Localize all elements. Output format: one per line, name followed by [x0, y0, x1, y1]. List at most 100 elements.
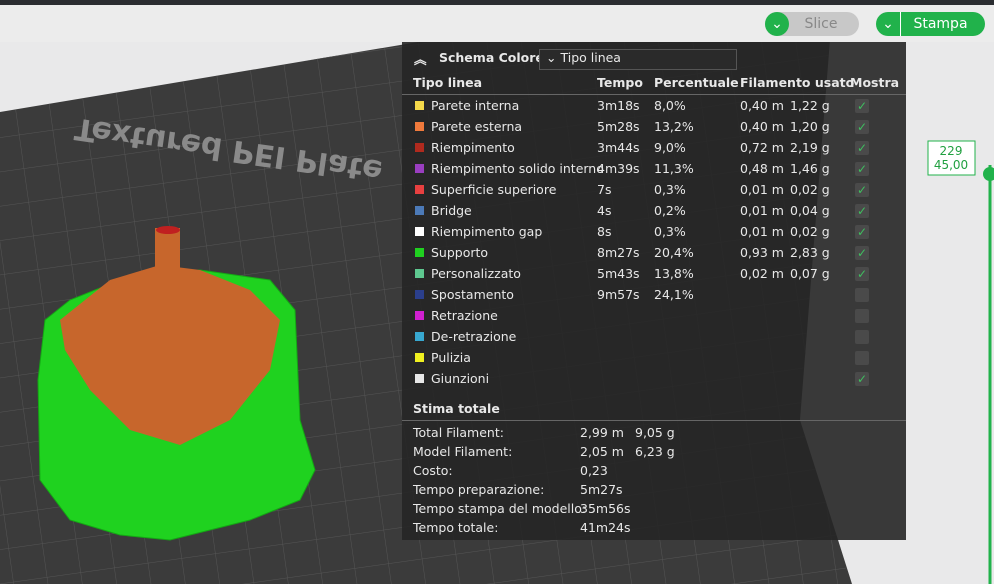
- show-checkbox[interactable]: [855, 330, 869, 344]
- filament-weight: 0,04 g: [790, 203, 830, 218]
- filament-weight: 0,02 g: [790, 224, 830, 239]
- color-swatch: [415, 101, 424, 110]
- line-type-name: Pulizia: [431, 350, 471, 365]
- filament-length: 0,93 m: [740, 245, 784, 260]
- color-swatch: [415, 290, 424, 299]
- filament-length: 0,01 m: [740, 203, 784, 218]
- model-tower: [155, 228, 180, 288]
- filament-length: 0,48 m: [740, 161, 784, 176]
- show-checkbox[interactable]: ✓: [855, 99, 869, 113]
- filament-weight: 1,46 g: [790, 161, 830, 176]
- show-checkbox[interactable]: ✓: [855, 162, 869, 176]
- summary-value: 35m56s: [580, 501, 631, 516]
- percent: 0,3%: [654, 182, 686, 197]
- panel-title: Schema Colore: [439, 50, 544, 65]
- time: 3m44s: [597, 140, 640, 155]
- summary-label: Costo:: [413, 463, 453, 478]
- print-label: Stampa: [913, 16, 968, 32]
- percent: 20,4%: [654, 245, 694, 260]
- slice-label: Slice: [804, 16, 838, 32]
- summary-label: Tempo totale:: [413, 520, 499, 535]
- percent: 9,0%: [654, 140, 686, 155]
- color-swatch: [415, 164, 424, 173]
- filament-weight: 0,07 g: [790, 266, 830, 281]
- summary-value: 2,99 m: [580, 425, 624, 440]
- line-type-name: Parete esterna: [431, 119, 523, 134]
- show-checkbox[interactable]: ✓: [855, 267, 869, 281]
- percent: 0,3%: [654, 224, 686, 239]
- summary-label: Model Filament:: [413, 444, 513, 459]
- column-header: Tipo linea: [413, 75, 483, 90]
- line-type-name: Superficie superiore: [431, 182, 557, 197]
- show-checkbox[interactable]: [855, 288, 869, 302]
- color-swatch: [415, 248, 424, 257]
- line-type-name: Retrazione: [431, 308, 498, 323]
- summary-value: 41m24s: [580, 520, 631, 535]
- summary-value: 2,05 m: [580, 444, 624, 459]
- show-checkbox[interactable]: ✓: [855, 225, 869, 239]
- color-swatch: [415, 143, 424, 152]
- show-checkbox[interactable]: ✓: [855, 372, 869, 386]
- percent: 0,2%: [654, 203, 686, 218]
- time: 4m39s: [597, 161, 640, 176]
- line-type-name: Riempimento: [431, 140, 515, 155]
- line-type-name: Giunzioni: [431, 371, 490, 386]
- time: 8s: [597, 224, 612, 239]
- model-top: [156, 226, 180, 234]
- color-swatch: [415, 353, 424, 362]
- layer-number: 229: [940, 144, 963, 158]
- percent: 13,8%: [654, 266, 694, 281]
- filament-weight: 1,22 g: [790, 98, 830, 113]
- color-swatch: [415, 374, 424, 383]
- layer-slider-thumb[interactable]: [983, 167, 994, 181]
- line-type-name: Riempimento solido interno: [431, 161, 604, 176]
- percent: 11,3%: [654, 161, 694, 176]
- show-checkbox[interactable]: ✓: [855, 246, 869, 260]
- filament-weight: 2,19 g: [790, 140, 830, 155]
- filament-weight: 0,02 g: [790, 182, 830, 197]
- model-body: [60, 265, 280, 445]
- time: 5m43s: [597, 266, 640, 281]
- view-mode-dropdown[interactable]: ⌄ Tipo linea: [539, 49, 737, 70]
- summary-label: Tempo stampa del modello:: [413, 501, 587, 516]
- view-mode-label: Tipo linea: [560, 50, 621, 65]
- percent: 24,1%: [654, 287, 694, 302]
- layer-label-box: [927, 140, 976, 176]
- column-header: Tempo: [597, 75, 643, 90]
- line-type-name: Spostamento: [431, 287, 514, 302]
- filament-weight: 2,83 g: [790, 245, 830, 260]
- show-checkbox[interactable]: ✓: [855, 204, 869, 218]
- column-header: Percentuale: [654, 75, 739, 90]
- line-type-name: Personalizzato: [431, 266, 521, 281]
- column-header: Filamento usato: [740, 75, 855, 90]
- color-swatch: [415, 206, 424, 215]
- line-type-name: Riempimento gap: [431, 224, 543, 239]
- show-checkbox[interactable]: [855, 351, 869, 365]
- percent: 8,0%: [654, 98, 686, 113]
- filament-length: 0,01 m: [740, 224, 784, 239]
- column-header: Mostra: [850, 75, 900, 90]
- percent: 13,2%: [654, 119, 694, 134]
- filament-weight: 1,20 g: [790, 119, 830, 134]
- line-type-name: Parete interna: [431, 98, 520, 113]
- color-swatch: [415, 311, 424, 320]
- show-checkbox[interactable]: ✓: [855, 120, 869, 134]
- show-checkbox[interactable]: [855, 309, 869, 323]
- color-swatch: [415, 227, 424, 236]
- layer-height: 45,00: [934, 158, 968, 172]
- summary-value: 5m27s: [580, 482, 623, 497]
- time: 8m27s: [597, 245, 640, 260]
- filament-length: 0,72 m: [740, 140, 784, 155]
- collapse-icon[interactable]: ︽: [414, 52, 427, 67]
- summary-label: Tempo preparazione:: [413, 482, 545, 497]
- slice-button[interactable]: ⌄ Slice: [765, 12, 859, 36]
- summary-value: 9,05 g: [635, 425, 675, 440]
- show-checkbox[interactable]: ✓: [855, 183, 869, 197]
- print-button[interactable]: ⌄ Stampa: [876, 12, 985, 36]
- color-swatch: [415, 122, 424, 131]
- show-checkbox[interactable]: ✓: [855, 141, 869, 155]
- color-swatch: [415, 332, 424, 341]
- filament-length: 0,40 m: [740, 98, 784, 113]
- color-swatch: [415, 269, 424, 278]
